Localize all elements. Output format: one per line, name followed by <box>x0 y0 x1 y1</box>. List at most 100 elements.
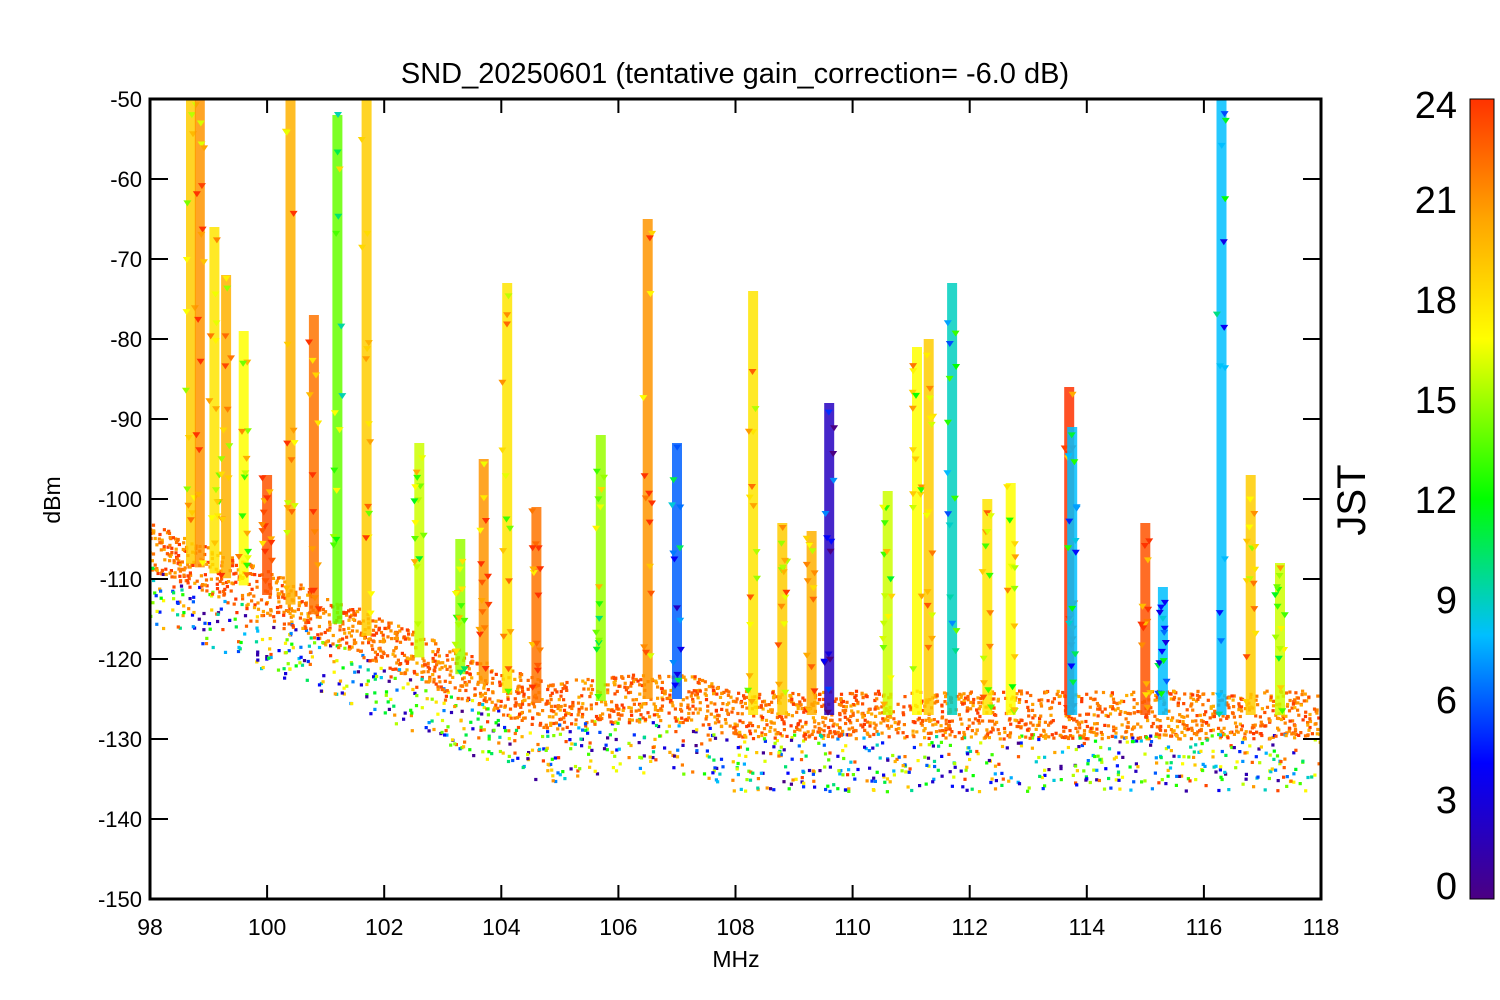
noise-point <box>384 693 388 697</box>
noise-point <box>900 769 904 773</box>
noise-point <box>594 702 599 706</box>
noise-point <box>541 709 545 713</box>
noise-point <box>1259 745 1263 749</box>
noise-point <box>554 712 558 716</box>
noise-point <box>347 626 351 630</box>
signal-point <box>410 559 419 566</box>
signal-point <box>879 620 888 627</box>
noise-point <box>1292 751 1296 755</box>
noise-point <box>893 721 897 725</box>
noise-point <box>932 759 937 763</box>
noise-point <box>162 528 166 532</box>
signal-point <box>829 451 838 457</box>
noise-point <box>403 672 407 676</box>
noise-point <box>1110 692 1114 696</box>
noise-point <box>889 724 893 728</box>
noise-point <box>1081 736 1085 740</box>
noise-point <box>388 666 392 670</box>
signal-point <box>411 484 420 491</box>
noise-point <box>174 537 178 541</box>
signal-point <box>283 530 292 536</box>
noise-point <box>905 735 909 739</box>
noise-point <box>168 535 172 540</box>
signal-point <box>195 447 204 454</box>
noise-point <box>1227 788 1231 792</box>
signal-point <box>1143 704 1152 711</box>
noise-point <box>902 723 906 727</box>
signal-point <box>480 461 489 468</box>
noise-point <box>1271 699 1276 703</box>
signal-spike <box>221 275 232 579</box>
noise-point <box>1175 725 1180 729</box>
noise-point <box>1076 721 1080 725</box>
noise-point <box>989 780 993 785</box>
noise-point <box>1117 778 1121 782</box>
noise-point <box>506 697 510 701</box>
noise-point <box>747 769 751 773</box>
noise-point <box>502 713 506 717</box>
noise-point <box>875 730 879 734</box>
noise-point <box>377 647 381 651</box>
noise-point <box>519 678 523 682</box>
noise-point <box>443 679 447 683</box>
noise-point <box>1259 724 1263 728</box>
noise-point <box>539 721 543 725</box>
noise-point <box>739 701 743 705</box>
noise-point <box>258 573 262 577</box>
noise-point <box>438 667 442 671</box>
noise-point <box>288 667 292 671</box>
noise-point <box>473 693 477 697</box>
noise-point <box>158 587 162 591</box>
noise-point <box>568 738 572 742</box>
noise-point <box>1182 715 1186 719</box>
signal-point <box>529 566 538 573</box>
noise-point <box>420 670 424 674</box>
noise-point <box>1171 716 1175 720</box>
noise-point <box>395 630 400 635</box>
signal-point <box>1276 685 1285 692</box>
signal-point <box>528 684 537 691</box>
noise-point <box>271 576 275 580</box>
noise-point <box>1299 703 1303 707</box>
noise-point <box>304 621 308 625</box>
colorbar-tick-label: 24 <box>1415 85 1457 127</box>
noise-point <box>151 566 155 570</box>
signal-point <box>531 541 540 548</box>
noise-point <box>879 721 883 725</box>
noise-point <box>1085 712 1089 716</box>
noise-point <box>1082 741 1086 746</box>
signal-point <box>673 605 681 612</box>
noise-point <box>1162 733 1166 737</box>
signal-point <box>223 406 232 413</box>
signal-point <box>502 516 511 523</box>
noise-point <box>627 741 631 745</box>
noise-point <box>992 697 996 701</box>
noise-point <box>941 733 945 737</box>
noise-point <box>1269 695 1273 699</box>
noise-point <box>243 614 248 618</box>
noise-point <box>600 700 604 704</box>
signal-point <box>283 341 292 348</box>
colorbar-tick-label: 21 <box>1415 180 1457 222</box>
noise-point <box>1269 698 1273 702</box>
noise-point <box>1066 715 1071 719</box>
noise-point <box>844 721 848 726</box>
noise-point <box>309 617 313 621</box>
noise-point <box>1049 706 1054 710</box>
signal-point <box>928 635 936 642</box>
noise-point <box>265 655 269 659</box>
noise-point <box>680 763 684 767</box>
signal-point <box>1069 679 1078 686</box>
noise-point <box>682 772 686 776</box>
noise-point <box>468 748 472 752</box>
noise-point <box>704 698 709 702</box>
signal-point <box>952 628 961 635</box>
noise-point <box>1006 734 1010 738</box>
noise-point <box>725 689 729 693</box>
noise-point <box>953 735 957 739</box>
noise-point <box>203 583 207 587</box>
noise-point <box>1281 716 1286 720</box>
signal-point <box>481 666 490 672</box>
noise-point <box>604 703 608 707</box>
noise-point <box>1233 721 1238 725</box>
